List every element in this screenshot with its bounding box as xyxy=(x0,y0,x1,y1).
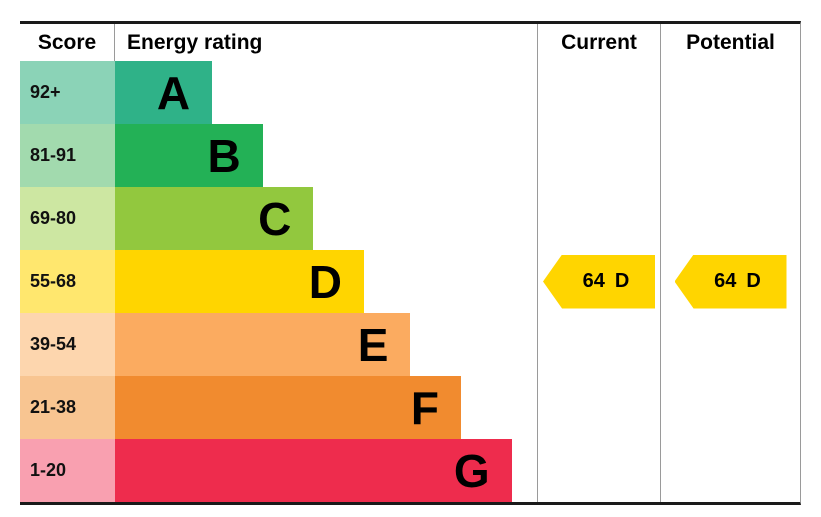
potential-cell-b xyxy=(660,124,800,187)
potential-cell-a xyxy=(660,61,800,124)
band-letter-d: D xyxy=(308,255,342,308)
band-row-e: 39-54 E xyxy=(20,313,800,376)
band-row-d: 55-68 D 64 D 64 D xyxy=(20,250,800,313)
band-bar-area-a: A xyxy=(115,61,537,124)
current-cell-d: 64 D xyxy=(537,250,660,313)
score-header-label: Score xyxy=(37,30,97,54)
potential-cell-g xyxy=(660,439,800,502)
band-score-text-e: 39-54 xyxy=(30,334,77,354)
potential-cell-d: 64 D xyxy=(660,250,800,313)
current-cell-a xyxy=(537,61,660,124)
band-score-range-c: 69-80 xyxy=(20,187,115,250)
current-rating-arrow: 64 D xyxy=(543,254,655,309)
current-header-label: Current xyxy=(561,30,637,54)
potential-column-header: Potential xyxy=(660,24,800,61)
current-rating-value: 64 xyxy=(582,270,605,292)
band-bar-d: D xyxy=(115,250,364,313)
current-cell-c xyxy=(537,187,660,250)
band-bar-g: G xyxy=(115,439,512,502)
band-score-range-b: 81-91 xyxy=(20,124,115,187)
band-row-b: 81-91 B xyxy=(20,124,800,187)
current-column-header: Current xyxy=(537,24,660,61)
band-letter-b: B xyxy=(207,129,241,182)
band-bar-area-e: E xyxy=(115,313,537,376)
band-score-range-g: 1-20 xyxy=(20,439,115,502)
band-letter-c: C xyxy=(258,192,292,245)
energy-rating-header-label: Energy rating xyxy=(127,30,263,54)
current-rating-letter: D xyxy=(614,270,630,292)
current-cell-b xyxy=(537,124,660,187)
band-row-f: 21-38 F xyxy=(20,376,800,439)
band-bar-f: F xyxy=(115,376,462,439)
band-bar-a: A xyxy=(115,61,213,124)
band-bar-b: B xyxy=(115,124,263,187)
band-bar-area-f: F xyxy=(115,376,537,439)
band-score-range-d: 55-68 xyxy=(20,250,115,313)
chart-header-row: Score Energy rating Current Potential xyxy=(20,24,800,61)
potential-cell-e xyxy=(660,313,800,376)
band-letter-a: A xyxy=(156,66,191,119)
epc-energy-rating-chart: Score Energy rating Current Potential 92… xyxy=(20,21,801,505)
potential-header-label: Potential xyxy=(686,30,775,54)
band-letter-g: G xyxy=(453,444,490,497)
band-score-range-a: 92+ xyxy=(20,61,115,124)
band-bar-area-c: C xyxy=(115,187,537,250)
potential-cell-c xyxy=(660,187,800,250)
band-bar-e: E xyxy=(115,313,411,376)
potential-rating-value: 64 xyxy=(714,270,737,292)
band-score-range-f: 21-38 xyxy=(20,376,115,439)
band-bar-area-g: G xyxy=(115,439,537,502)
band-row-g: 1-20 G xyxy=(20,439,800,502)
band-score-text-g: 1-20 xyxy=(30,460,67,480)
band-score-text-f: 21-38 xyxy=(30,397,77,417)
band-bar-c: C xyxy=(115,187,314,250)
potential-rating-letter: D xyxy=(746,270,761,292)
band-score-text-a: 92+ xyxy=(30,82,61,102)
score-column-header: Score xyxy=(20,24,115,61)
band-letter-e: E xyxy=(357,318,389,371)
current-cell-f xyxy=(537,376,660,439)
band-row-a: 92+ A xyxy=(20,61,800,124)
band-score-text-c: 69-80 xyxy=(30,208,77,228)
band-bar-area-b: B xyxy=(115,124,537,187)
current-cell-g xyxy=(537,439,660,502)
energy-rating-column-header: Energy rating xyxy=(115,24,537,61)
band-score-text-b: 81-91 xyxy=(30,145,77,165)
band-bar-area-d: D xyxy=(115,250,537,313)
current-cell-e xyxy=(537,313,660,376)
band-row-c: 69-80 C xyxy=(20,187,800,250)
potential-rating-arrow: 64 D xyxy=(674,254,787,309)
potential-cell-f xyxy=(660,376,800,439)
band-score-range-e: 39-54 xyxy=(20,313,115,376)
band-letter-f: F xyxy=(410,381,440,434)
band-score-text-d: 55-68 xyxy=(30,271,77,291)
